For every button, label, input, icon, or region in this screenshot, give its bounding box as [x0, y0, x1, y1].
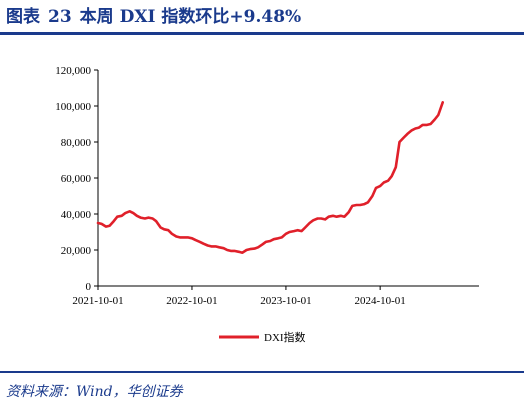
y-tick-label: 20,000 — [61, 245, 92, 257]
x-tick-label: 2024-10-01 — [354, 295, 405, 307]
footer-rule — [0, 371, 524, 373]
x-tick-label: 2021-10-01 — [72, 295, 123, 307]
y-tick-label: 60,000 — [61, 173, 92, 185]
y-tick-label: 40,000 — [61, 209, 92, 221]
x-axis-ticks: 2021-10-01 2022-10-01 2023-10-01 2024-10-01 — [72, 286, 406, 307]
figure-label: 图表 — [6, 7, 40, 27]
legend: DXI指数 — [219, 330, 306, 344]
x-tick-label: 2022-10-01 — [166, 295, 217, 307]
figure-number: 23 — [48, 7, 72, 27]
figure-title-text: 本周 DXI 指数环比+9.48% — [79, 7, 302, 27]
series-line — [96, 101, 445, 254]
axes — [97, 70, 479, 287]
legend-label: DXI指数 — [264, 330, 306, 344]
y-axis-ticks: 0 20,000 40,000 60,000 80,000 100,000 120,000 — [55, 65, 98, 293]
source-note: 资料来源：Wind，华创证券 — [6, 384, 183, 400]
x-tick-label: 2023-10-01 — [260, 295, 311, 307]
y-tick-label: 100,000 — [55, 101, 91, 113]
title-rule — [0, 32, 524, 35]
y-tick-label: 120,000 — [55, 65, 91, 77]
series-layer — [96, 101, 445, 254]
y-tick-label: 80,000 — [61, 137, 92, 149]
figure-title: 图表 23 本周 DXI 指数环比+9.48% — [6, 4, 309, 30]
y-tick-label: 0 — [86, 281, 92, 293]
